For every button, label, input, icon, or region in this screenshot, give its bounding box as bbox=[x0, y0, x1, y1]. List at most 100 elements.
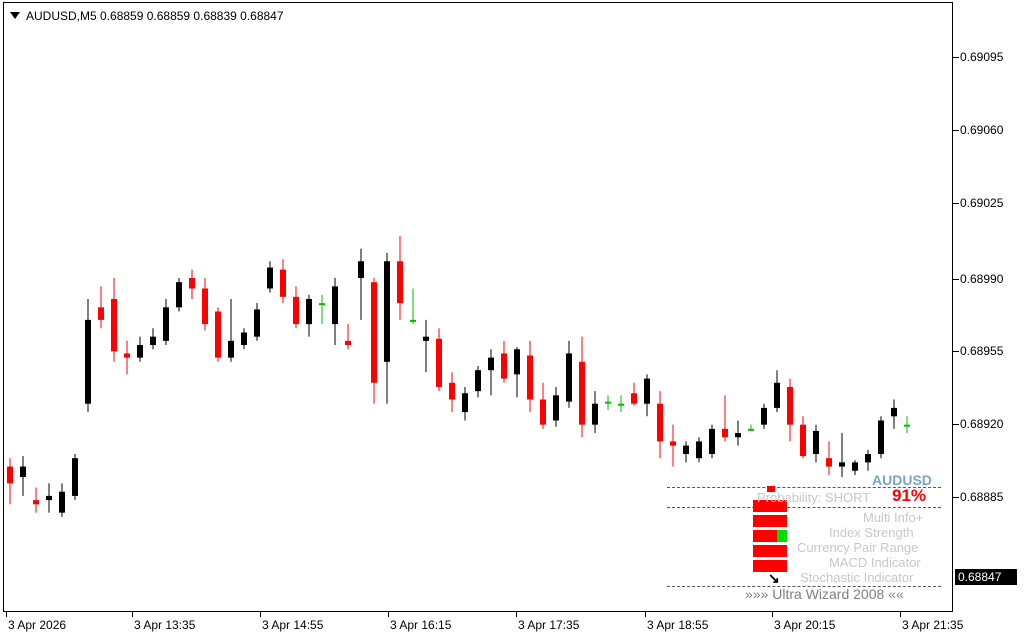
candle-body bbox=[228, 340, 234, 358]
time-tick bbox=[132, 612, 133, 617]
candle-body bbox=[631, 393, 637, 404]
price-tick bbox=[953, 57, 959, 58]
candle bbox=[59, 483, 65, 517]
candle-body bbox=[774, 382, 780, 408]
candle-body bbox=[98, 307, 104, 320]
candle-body bbox=[163, 307, 169, 341]
time-tick bbox=[260, 612, 261, 617]
candle bbox=[449, 372, 455, 413]
candle bbox=[332, 278, 338, 346]
candle-body bbox=[46, 495, 52, 501]
time-label: 3 Apr 18:55 bbox=[647, 618, 709, 632]
candle bbox=[462, 386, 468, 421]
candle bbox=[254, 303, 260, 341]
candle bbox=[774, 370, 780, 413]
candle bbox=[514, 347, 520, 398]
candle bbox=[852, 460, 858, 475]
candle-body bbox=[449, 382, 455, 400]
candle-body bbox=[280, 269, 286, 297]
price-tick bbox=[953, 130, 959, 131]
candle bbox=[33, 487, 39, 513]
candle bbox=[709, 424, 715, 459]
candle bbox=[592, 391, 598, 434]
candle-body bbox=[150, 336, 156, 346]
candle bbox=[423, 319, 429, 373]
candle-body bbox=[202, 288, 208, 325]
price-label: 0.68920 bbox=[960, 417, 1004, 431]
time-label: 3 Apr 16:15 bbox=[390, 618, 452, 632]
candle-body bbox=[293, 296, 299, 325]
candle-body bbox=[709, 428, 715, 454]
candle bbox=[904, 416, 910, 434]
candle-body bbox=[891, 407, 897, 417]
candle-body bbox=[85, 319, 91, 404]
candle bbox=[137, 336, 143, 362]
symbol-header: AUDUSD,M5 0.68859 0.68859 0.68839 0.6884… bbox=[10, 9, 284, 23]
time-label: 3 Apr 14:55 bbox=[262, 618, 324, 632]
candle bbox=[371, 278, 377, 404]
candle-body bbox=[592, 403, 598, 425]
candle bbox=[46, 483, 52, 513]
candle bbox=[410, 288, 416, 325]
price-label: 0.68955 bbox=[960, 344, 1004, 358]
candle-body bbox=[748, 428, 754, 431]
candle bbox=[579, 336, 585, 438]
candle bbox=[150, 328, 156, 350]
time-label: 3 Apr 21:35 bbox=[902, 618, 964, 632]
candle bbox=[267, 261, 273, 293]
candle bbox=[98, 286, 104, 329]
candle bbox=[163, 298, 169, 346]
candle-body bbox=[384, 261, 390, 362]
candle-body bbox=[7, 466, 13, 484]
chart-area[interactable]: AUDUSD,M5 0.68859 0.68859 0.68839 0.6884… bbox=[3, 2, 953, 612]
candle-body bbox=[189, 278, 195, 289]
time-label: 3 Apr 20:15 bbox=[774, 618, 836, 632]
candle-body bbox=[696, 441, 702, 459]
candle bbox=[553, 386, 559, 427]
dropdown-triangle-icon[interactable] bbox=[10, 12, 20, 19]
candle-body bbox=[72, 458, 78, 496]
candle bbox=[20, 456, 26, 496]
candle bbox=[878, 416, 884, 459]
candle bbox=[839, 433, 845, 478]
candle-body bbox=[865, 454, 871, 463]
candle-body bbox=[657, 403, 663, 442]
candle bbox=[787, 378, 793, 442]
price-label: 0.68885 bbox=[960, 490, 1004, 504]
price-tick bbox=[953, 279, 959, 280]
candle-body bbox=[488, 357, 494, 371]
candle-body bbox=[332, 286, 338, 325]
time-tick bbox=[6, 612, 7, 617]
time-tick bbox=[516, 612, 517, 617]
candle-body bbox=[176, 282, 182, 308]
time-tick bbox=[388, 612, 389, 617]
candle-body bbox=[345, 340, 351, 346]
candle bbox=[540, 382, 546, 429]
candle bbox=[293, 286, 299, 329]
candle bbox=[436, 328, 442, 392]
candle bbox=[358, 248, 364, 320]
candle-body bbox=[436, 338, 442, 387]
price-label: 0.69060 bbox=[960, 123, 1004, 137]
candle bbox=[748, 424, 754, 431]
candle bbox=[670, 424, 676, 467]
candle bbox=[111, 278, 117, 362]
price-label: 0.69025 bbox=[960, 196, 1004, 210]
candle bbox=[384, 252, 390, 404]
symbol-ohlc-text: AUDUSD,M5 0.68859 0.68859 0.68839 0.6884… bbox=[26, 9, 284, 23]
candle-body bbox=[605, 401, 611, 404]
candle bbox=[618, 395, 624, 413]
candle-body bbox=[137, 345, 143, 358]
candle-body bbox=[124, 353, 130, 358]
candle bbox=[189, 269, 195, 299]
price-tick bbox=[953, 497, 959, 498]
candle-body bbox=[527, 355, 533, 400]
candle-body bbox=[553, 395, 559, 421]
time-tick bbox=[900, 612, 901, 617]
candle-body bbox=[267, 267, 273, 289]
candle bbox=[228, 298, 234, 362]
candle bbox=[306, 294, 312, 337]
candle-body bbox=[241, 332, 247, 346]
candle-body bbox=[683, 445, 689, 454]
candle-body bbox=[826, 458, 832, 467]
